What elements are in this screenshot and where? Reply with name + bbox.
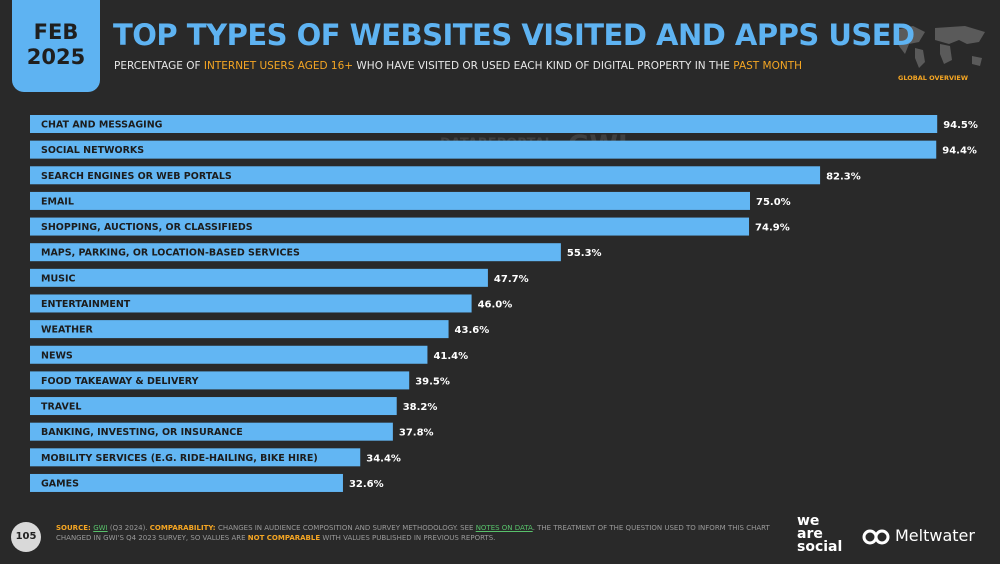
value-label: 82.3% — [826, 171, 861, 182]
bar — [30, 371, 410, 390]
source-part: NOT COMPARABLE — [247, 534, 321, 542]
brand-text: social — [797, 539, 843, 555]
source-part: (Q3 2024). — [107, 524, 150, 532]
value-label: 34.4% — [366, 453, 401, 464]
subtitle-part: WHO HAVE VISITED OR USED EACH KIND OF DI… — [353, 60, 734, 72]
source-part: . THE TREATMENT OF THE QUESTION USED TO … — [56, 524, 770, 542]
value-label: 38.2% — [403, 402, 438, 413]
source-part: CHANGES IN AUDIENCE COMPOSITION AND SURV… — [218, 524, 476, 532]
value-label: 55.3% — [567, 248, 602, 259]
bar — [30, 115, 938, 133]
bar — [30, 294, 472, 313]
bar — [30, 397, 397, 416]
bar — [30, 268, 488, 287]
source-part: NOTES ON DATA — [475, 524, 533, 532]
subtitle-part: INTERNET USERS AGED 16+ — [203, 60, 354, 72]
chart-title: TOP TYPES OF WEBSITES VISITED AND APPS U… — [113, 18, 915, 52]
bar — [30, 217, 750, 236]
source-part: GWI — [93, 524, 108, 532]
category-label: NEWS — [41, 350, 73, 361]
bar — [30, 422, 393, 441]
brand-logo: we are social — [797, 513, 843, 555]
value-label: 41.4% — [433, 351, 468, 362]
value-label: 39.5% — [415, 376, 450, 387]
page-number: 105 — [11, 522, 41, 552]
value-label: 74.9% — [755, 223, 790, 234]
bar — [30, 243, 561, 262]
date-badge: FEB 2025 — [12, 0, 100, 92]
bar — [30, 191, 750, 210]
value-label: 43.6% — [455, 325, 490, 336]
value-label: 37.8% — [399, 428, 434, 439]
bar — [30, 473, 343, 492]
world-map-icon — [895, 26, 985, 68]
bar — [30, 166, 821, 185]
subtitle-part: PERCENTAGE OF — [114, 60, 204, 72]
bar — [30, 140, 937, 159]
category-label: CHAT AND MESSAGING — [41, 120, 163, 131]
category-label: SHOPPING, AUCTIONS, OR CLASSIFIEDS — [41, 222, 253, 233]
value-label: 46.0% — [478, 299, 513, 310]
value-label: 32.6% — [349, 479, 384, 490]
brand-text: Meltwater — [895, 526, 975, 545]
bar — [30, 320, 449, 339]
category-label: TRAVEL — [41, 402, 81, 413]
bar — [30, 345, 428, 364]
category-label: MOBILITY SERVICES (E.G. RIDE-HAILING, BI… — [41, 453, 318, 464]
category-label: FOOD TAKEAWAY & DELIVERY — [41, 376, 199, 387]
category-label: BANKING, INVESTING, OR INSURANCE — [41, 427, 243, 438]
category-label: ENTERTAINMENT — [41, 299, 131, 310]
category-label: EMAIL — [41, 196, 74, 207]
source-part: COMPARABILITY: — [149, 524, 219, 532]
bar — [30, 448, 361, 467]
category-label: GAMES — [41, 478, 79, 489]
source-part: SOURCE: — [56, 524, 94, 532]
value-label: 47.7% — [494, 274, 529, 285]
date-year: 2025 — [26, 45, 86, 69]
category-label: SOCIAL NETWORKS — [41, 145, 144, 156]
value-label: 94.4% — [942, 146, 977, 157]
source-note: SOURCE: GWI (Q3 2024). COMPARABILITY: CH… — [56, 523, 786, 543]
value-label: 94.5% — [943, 120, 978, 131]
category-label: MAPS, PARKING, OR LOCATION-BASED SERVICE… — [41, 248, 300, 259]
brand-text: we — [797, 513, 820, 529]
subtitle-part: PAST MONTH — [733, 60, 803, 72]
meltwater-icon — [862, 529, 890, 545]
date-month: FEB — [33, 20, 79, 44]
brand-text: are — [797, 526, 823, 542]
source-part: WITH VALUES PUBLISHED IN PREVIOUS REPORT… — [320, 534, 496, 542]
region-label: GLOBAL OVERVIEW — [898, 74, 969, 82]
category-label: SEARCH ENGINES OR WEB PORTALS — [41, 171, 232, 182]
category-label: MUSIC — [41, 273, 76, 284]
chart-subtitle: PERCENTAGE OF INTERNET USERS AGED 16+ WH… — [114, 60, 802, 72]
value-label: 75.0% — [756, 197, 791, 208]
category-label: WEATHER — [41, 325, 94, 336]
